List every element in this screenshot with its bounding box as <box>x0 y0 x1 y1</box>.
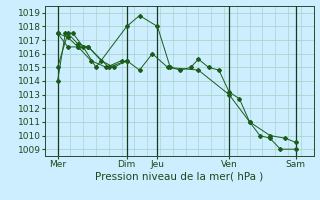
X-axis label: Pression niveau de la mer( hPa ): Pression niveau de la mer( hPa ) <box>95 172 263 182</box>
